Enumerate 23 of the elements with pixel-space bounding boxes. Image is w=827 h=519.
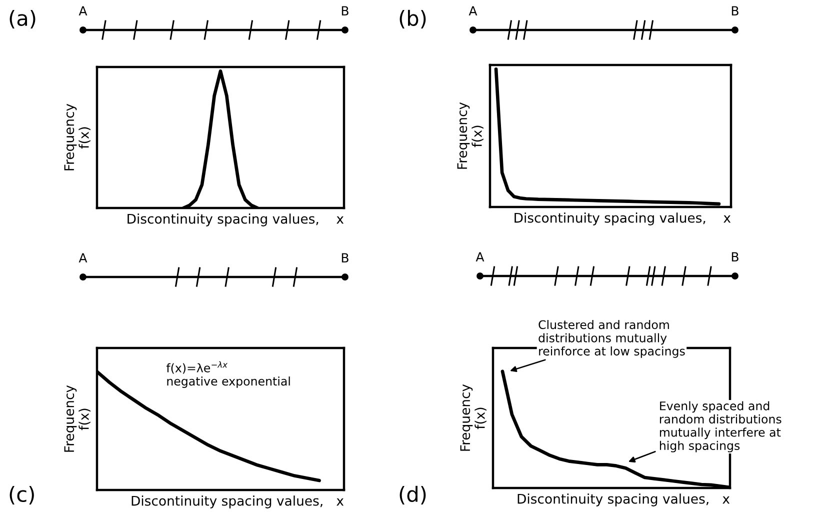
text: A [78, 253, 88, 262]
y-axis-title: Frequency f(x) [457, 102, 484, 169]
text: (d) [400, 486, 426, 504]
x-axis-title: Discontinuity spacing values, x [128, 214, 344, 226]
y-axis-title: Frequency f(x) [64, 385, 90, 452]
annotation: Evenly spaced and random distributions mutually interfere at high spacings [660, 401, 782, 452]
x-axis-title: Discontinuity spacing values, x [132, 496, 344, 508]
text: A [78, 6, 88, 16]
text: B [342, 6, 348, 16]
text: A [476, 252, 484, 262]
text: Clustered and random distributions mutually reinforce at low spacings [538, 320, 685, 358]
y-axis-title: Frequency f(x) [64, 104, 90, 170]
annotation: f(x)=λe$^{−λx}$ negative exponential [166, 361, 290, 388]
chart-title: (a) [10, 10, 36, 28]
text: B [732, 252, 738, 262]
text: B [732, 6, 738, 16]
text: B [342, 253, 348, 262]
x-axis-title: Discontinuity spacing values, x [518, 494, 730, 506]
x-axis-title: Discontinuity spacing values, x [514, 212, 731, 226]
text: (c) [10, 486, 34, 504]
y-axis-title: Frequency f(x) [460, 384, 486, 451]
chart-title: (b) [400, 10, 426, 28]
text: A [468, 6, 478, 16]
